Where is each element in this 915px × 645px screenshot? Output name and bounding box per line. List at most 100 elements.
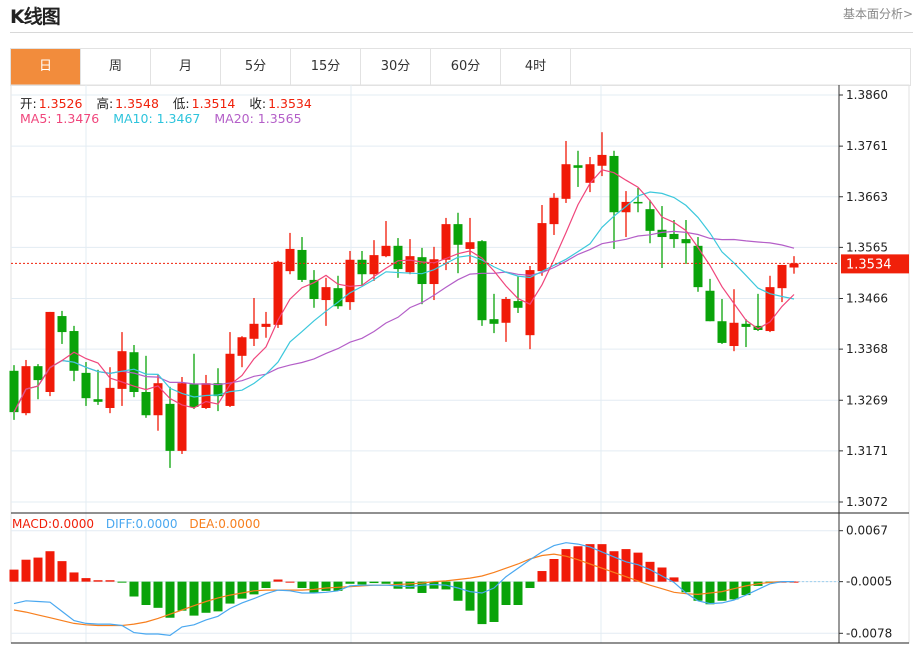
diff-value: DIFF:0.0000 — [105, 517, 178, 531]
candle-up — [525, 270, 535, 336]
candle-down — [93, 399, 103, 402]
price-tick-label: 1.3466 — [846, 292, 888, 306]
candle-down — [393, 245, 403, 270]
fundamental-analysis-link[interactable]: 基本面分析> — [842, 7, 913, 21]
candle-up — [789, 263, 799, 268]
macd-bar-positive — [669, 577, 679, 582]
candle-down — [681, 239, 691, 244]
tab-5min[interactable]: 5分 — [221, 49, 291, 85]
candle-up — [549, 197, 559, 225]
candle-up — [261, 323, 271, 327]
macd-bar-negative — [453, 581, 463, 601]
candle-down — [33, 366, 43, 381]
candle-up — [249, 323, 259, 339]
macd-bar-negative — [141, 581, 151, 605]
candle-down — [69, 331, 79, 371]
tab-month[interactable]: 月 — [151, 49, 221, 85]
price-tick-label: 1.3072 — [846, 495, 888, 509]
price-tick-label: 1.3565 — [846, 240, 888, 254]
macd-bar-negative — [309, 581, 319, 593]
macd-bar-positive — [657, 567, 667, 582]
macd-bar-negative — [465, 581, 475, 611]
candle-down — [129, 352, 139, 392]
macd-value: MACD:0.0000 — [12, 517, 95, 531]
widget-title: K线图 — [10, 6, 61, 28]
candle-up — [381, 245, 391, 257]
tab-day[interactable]: 日 — [11, 49, 81, 85]
tab-30min[interactable]: 30分 — [361, 49, 431, 85]
macd-bar-negative — [381, 581, 391, 584]
macd-bar-negative — [369, 581, 379, 584]
macd-bar-negative — [693, 581, 703, 601]
candle-down — [693, 245, 703, 288]
tab-week[interactable]: 周 — [81, 49, 151, 85]
candle-up — [441, 224, 451, 260]
candle-up — [501, 299, 511, 323]
macd-bar-positive — [273, 579, 283, 582]
candle-down — [309, 279, 319, 300]
candle-down — [573, 165, 583, 168]
macd-bar-positive — [585, 544, 595, 582]
macd-bar-positive — [33, 557, 43, 582]
macd-bar-positive — [81, 578, 91, 582]
macd-bar-positive — [549, 559, 559, 582]
candle-down — [57, 316, 67, 333]
low-value: 1.3514 — [191, 96, 236, 111]
candle-down — [357, 259, 367, 275]
macd-bar-negative — [345, 581, 355, 584]
price-tick-label: 1.3269 — [846, 393, 888, 407]
tab-4hour[interactable]: 4时 — [501, 49, 571, 85]
candle-down — [213, 383, 223, 397]
macd-bar-positive — [537, 571, 547, 582]
candle-down — [489, 319, 499, 324]
candle-up — [45, 311, 55, 392]
candle-up — [105, 387, 115, 408]
tab-60min[interactable]: 60分 — [431, 49, 501, 85]
ma20-line — [13, 230, 795, 413]
macd-bar-negative — [333, 581, 343, 591]
macd-bar-negative — [393, 581, 403, 589]
open-label: 开: — [20, 96, 37, 111]
candle-up — [153, 383, 163, 416]
high-value: 1.3548 — [115, 96, 159, 111]
close-label: 收: — [249, 96, 267, 111]
candle-down — [333, 288, 343, 307]
candle-down — [165, 403, 175, 451]
candle-down — [705, 290, 715, 322]
ma5-value: MA5: 1.3476 — [20, 111, 100, 126]
macd-bar-negative — [153, 581, 163, 608]
candle-down — [477, 241, 487, 321]
macd-bar-negative — [525, 581, 535, 589]
candle-up — [117, 351, 127, 389]
candle-down — [453, 224, 463, 245]
tab-15min[interactable]: 15分 — [291, 49, 361, 85]
candle-up — [585, 164, 595, 183]
macd-bar-negative — [213, 581, 223, 612]
macd-bar-positive — [633, 552, 643, 582]
candle-up — [345, 259, 355, 303]
high-label: 高: — [96, 96, 114, 111]
ma10-line — [13, 191, 795, 413]
macd-bar-negative — [741, 581, 751, 596]
candle-up — [285, 248, 295, 272]
macd-bar-positive — [21, 559, 31, 582]
macd-bar-negative — [405, 581, 415, 589]
macd-bar-negative — [165, 581, 175, 618]
macd-bar-negative — [177, 581, 187, 611]
candle-down — [645, 209, 655, 231]
macd-legend: MACD:0.0000 DIFF:0.0000 DEA:0.0000 — [12, 517, 262, 531]
macd-bar-negative — [513, 581, 523, 605]
current-price-label: 1.3534 — [846, 257, 892, 272]
candle-down — [513, 301, 523, 308]
candle-up — [177, 383, 187, 451]
macd-bar-negative — [189, 581, 199, 616]
candle-up — [765, 287, 775, 332]
candle-up — [537, 223, 547, 272]
macd-bar-negative — [129, 581, 139, 597]
candle-up — [465, 242, 475, 249]
candle-up — [369, 255, 379, 275]
candle-down — [633, 201, 643, 204]
macd-bar-negative — [249, 581, 259, 595]
